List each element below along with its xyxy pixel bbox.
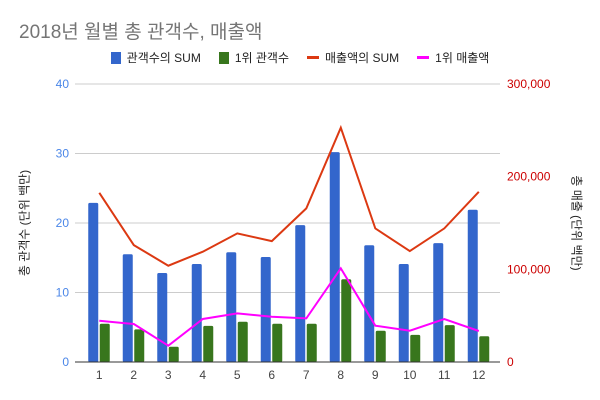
bar-audience-sum (157, 273, 168, 362)
bar-top-audience (479, 336, 490, 362)
bar-top-audience (237, 321, 248, 362)
legend-swatch (218, 51, 229, 64)
legend-label: 1위 매출액 (435, 51, 490, 65)
x-tick-label: 7 (303, 368, 310, 382)
legend-label: 매출액의 SUM (325, 51, 400, 65)
y-right-tick-label: 200,000 (507, 170, 551, 184)
bar-audience-sum (467, 209, 478, 362)
bar-top-audience (444, 325, 455, 362)
legend-item-audience-sum[interactable]: 관객수의 SUM (110, 49, 201, 66)
y-left-tick-label: 30 (56, 147, 70, 161)
x-tick-label: 5 (234, 368, 241, 382)
y-left-tick-label: 0 (62, 355, 69, 369)
x-tick-label: 10 (403, 368, 417, 382)
x-tick-label: 6 (268, 368, 275, 382)
x-tick-label: 11 (438, 368, 451, 382)
bar-audience-sum (122, 254, 133, 362)
x-tick-label: 4 (199, 368, 206, 382)
bar-top-audience (410, 334, 421, 362)
legend-item-top-sales[interactable]: 1위 매출액 (417, 49, 489, 66)
bar-audience-sum (191, 264, 202, 362)
line-sales-sum (98, 124, 480, 267)
bar-top-audience (99, 323, 110, 362)
x-tick-label: 8 (337, 368, 344, 382)
bar-top-audience (341, 279, 352, 362)
x-tick-label: 1 (96, 368, 103, 382)
bar-audience-sum (364, 245, 375, 362)
bar-audience-sum (398, 264, 409, 362)
bar-audience-sum (260, 257, 271, 362)
y-right-tick-label: 0 (507, 355, 514, 369)
x-tick-label: 9 (372, 368, 379, 382)
legend-swatch (110, 51, 121, 64)
bar-audience-sum (329, 152, 340, 362)
legend-item-sales-sum[interactable]: 매출액의 SUM (307, 49, 399, 66)
y-right-tick-label: 300,000 (507, 77, 551, 91)
y-left-tick-label: 20 (56, 216, 70, 230)
chart-title: 2018년 월별 총 관객수, 매출액 (19, 22, 263, 43)
legend-label: 관객수의 SUM (126, 51, 201, 65)
legend-swatch (307, 56, 319, 59)
bar-audience-sum (295, 225, 306, 362)
bar-top-audience (375, 330, 386, 362)
x-tick-label: 3 (165, 368, 172, 382)
bar-audience-sum (433, 243, 444, 362)
y-right-tick-label: 100,000 (507, 262, 551, 276)
legend: 관객수의 SUM 1위 관객수 매출액의 SUM 1위 매출액 (0, 49, 600, 66)
x-tick-label: 2 (130, 368, 137, 382)
bar-top-audience (203, 325, 214, 362)
bar-top-audience (272, 323, 283, 362)
y-left-tick-label: 40 (56, 77, 70, 91)
x-tick-label: 12 (472, 368, 486, 382)
bar-audience-sum (226, 252, 237, 362)
legend-swatch (417, 56, 430, 59)
bar-top-audience (168, 346, 179, 362)
y-left-tick-label: 10 (56, 286, 70, 300)
bar-audience-sum (88, 202, 99, 362)
legend-label: 1위 관객수 (234, 51, 289, 65)
line-top-sales (99, 266, 480, 347)
bar-top-audience (134, 329, 145, 362)
bar-top-audience (306, 323, 317, 362)
legend-item-top-audience[interactable]: 1위 관객수 (218, 49, 289, 66)
